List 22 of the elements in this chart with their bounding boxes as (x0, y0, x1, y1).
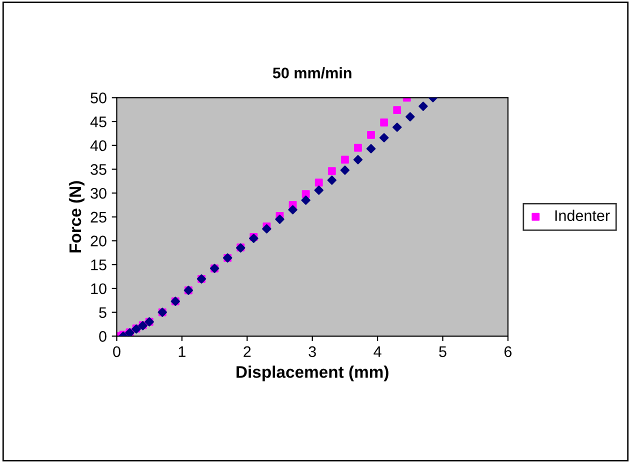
y-tick-label: 30 (90, 188, 106, 199)
x-tick-label: 6 (504, 346, 512, 358)
y-tick-label: 5 (99, 307, 106, 318)
y-tick-label: 10 (91, 283, 106, 294)
y-tick-label: 20 (90, 236, 106, 246)
y-tick-label: 50 (90, 92, 106, 104)
legend-label: Indenter (555, 210, 610, 222)
chart-title: 50 mm/min (272, 67, 352, 79)
y-tick-label: 15 (91, 260, 106, 270)
y-tick-label: 40 (90, 140, 106, 152)
x-tick-label: 3 (308, 346, 316, 358)
x-tick-label: 1 (178, 346, 186, 357)
x-tick-label: 2 (244, 346, 251, 357)
y-axis-title: Force (N) (68, 181, 84, 252)
x-tick-label: 0 (113, 346, 120, 358)
x-tick-label: 4 (374, 346, 382, 357)
y-tick-label: 25 (90, 212, 106, 223)
y-tick-label: 45 (90, 116, 106, 128)
x-tick-label: 5 (439, 346, 446, 358)
x-axis-title: Displacement (mm) (236, 366, 388, 382)
y-tick-label: 0 (99, 331, 106, 342)
y-tick-label: 35 (90, 164, 106, 175)
